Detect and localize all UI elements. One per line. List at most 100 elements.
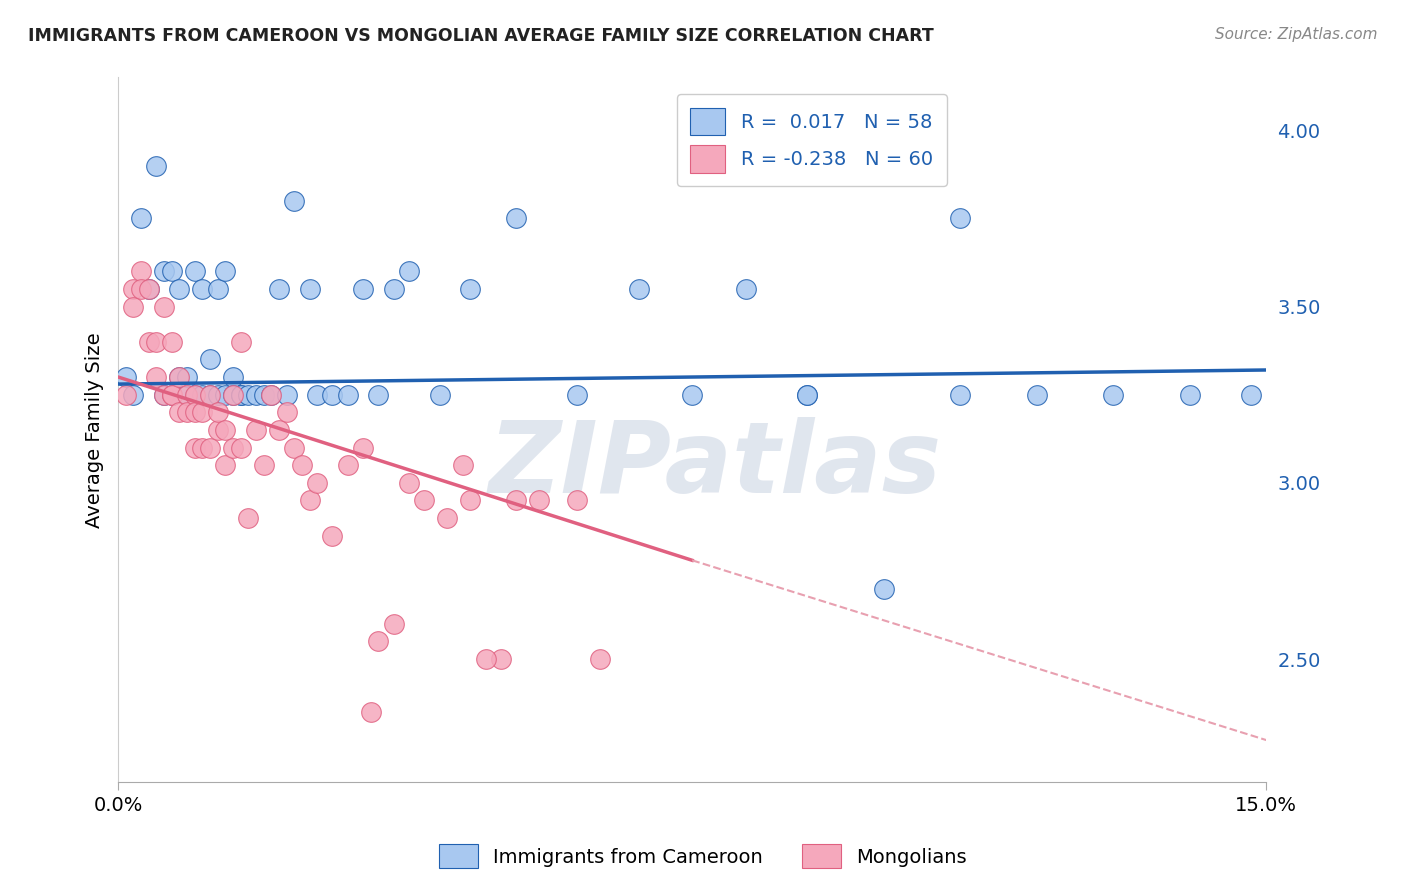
Point bbox=[238, 511, 260, 525]
Point bbox=[145, 370, 167, 384]
Point bbox=[367, 387, 389, 401]
Point bbox=[872, 582, 894, 596]
Point bbox=[1102, 387, 1125, 401]
Point bbox=[681, 387, 703, 401]
Point bbox=[489, 652, 512, 666]
Point bbox=[252, 387, 274, 401]
Point bbox=[138, 334, 160, 349]
Point bbox=[198, 387, 221, 401]
Point bbox=[160, 334, 183, 349]
Point bbox=[627, 282, 650, 296]
Point bbox=[267, 423, 290, 437]
Point bbox=[160, 264, 183, 278]
Point bbox=[191, 387, 214, 401]
Point bbox=[145, 334, 167, 349]
Point bbox=[229, 387, 252, 401]
Point bbox=[382, 616, 405, 631]
Point bbox=[260, 387, 283, 401]
Point bbox=[1178, 387, 1201, 401]
Y-axis label: Average Family Size: Average Family Size bbox=[86, 332, 104, 528]
Point bbox=[229, 387, 252, 401]
Point bbox=[321, 387, 343, 401]
Point bbox=[276, 387, 298, 401]
Point bbox=[283, 441, 305, 455]
Point bbox=[252, 458, 274, 472]
Point bbox=[138, 282, 160, 296]
Point bbox=[567, 493, 589, 508]
Point bbox=[267, 282, 290, 296]
Point bbox=[122, 300, 145, 314]
Point bbox=[229, 334, 252, 349]
Point bbox=[191, 282, 214, 296]
Point bbox=[183, 387, 205, 401]
Text: Source: ZipAtlas.com: Source: ZipAtlas.com bbox=[1215, 27, 1378, 42]
Point bbox=[198, 441, 221, 455]
Point bbox=[283, 194, 305, 208]
Point bbox=[207, 282, 229, 296]
Point bbox=[382, 282, 405, 296]
Point bbox=[360, 705, 382, 719]
Point bbox=[567, 387, 589, 401]
Point bbox=[398, 475, 420, 490]
Point bbox=[276, 405, 298, 419]
Point bbox=[153, 387, 176, 401]
Point bbox=[336, 387, 359, 401]
Point bbox=[260, 387, 283, 401]
Point bbox=[527, 493, 550, 508]
Point bbox=[160, 387, 183, 401]
Point bbox=[207, 423, 229, 437]
Point bbox=[207, 387, 229, 401]
Point bbox=[160, 387, 183, 401]
Point bbox=[153, 387, 176, 401]
Point bbox=[245, 387, 267, 401]
Point bbox=[505, 211, 527, 226]
Point bbox=[169, 370, 191, 384]
Point bbox=[214, 458, 236, 472]
Point bbox=[122, 282, 145, 296]
Point bbox=[949, 387, 972, 401]
Legend: R =  0.017   N = 58, R = -0.238   N = 60: R = 0.017 N = 58, R = -0.238 N = 60 bbox=[676, 95, 946, 186]
Point bbox=[160, 387, 183, 401]
Point bbox=[153, 300, 176, 314]
Point bbox=[176, 387, 198, 401]
Point bbox=[245, 423, 267, 437]
Point bbox=[307, 387, 329, 401]
Point bbox=[214, 264, 236, 278]
Point bbox=[183, 387, 205, 401]
Point bbox=[222, 387, 245, 401]
Point bbox=[138, 282, 160, 296]
Point bbox=[796, 387, 818, 401]
Point bbox=[1240, 387, 1263, 401]
Point bbox=[183, 441, 205, 455]
Point bbox=[298, 282, 321, 296]
Point bbox=[176, 370, 198, 384]
Point bbox=[229, 441, 252, 455]
Point bbox=[734, 282, 756, 296]
Point bbox=[214, 423, 236, 437]
Point bbox=[291, 458, 314, 472]
Point bbox=[198, 352, 221, 367]
Point bbox=[352, 282, 374, 296]
Point bbox=[129, 282, 152, 296]
Point bbox=[122, 387, 145, 401]
Point bbox=[222, 441, 245, 455]
Point bbox=[222, 370, 245, 384]
Point bbox=[321, 528, 343, 542]
Point bbox=[115, 370, 138, 384]
Point bbox=[169, 370, 191, 384]
Point bbox=[169, 405, 191, 419]
Point bbox=[505, 493, 527, 508]
Point bbox=[115, 387, 138, 401]
Point bbox=[796, 387, 818, 401]
Point bbox=[191, 441, 214, 455]
Point bbox=[474, 652, 496, 666]
Point bbox=[129, 264, 152, 278]
Point bbox=[451, 458, 474, 472]
Point bbox=[589, 652, 612, 666]
Point bbox=[413, 493, 436, 508]
Point bbox=[367, 634, 389, 648]
Point bbox=[183, 405, 205, 419]
Point bbox=[214, 387, 236, 401]
Point bbox=[176, 387, 198, 401]
Point bbox=[145, 159, 167, 173]
